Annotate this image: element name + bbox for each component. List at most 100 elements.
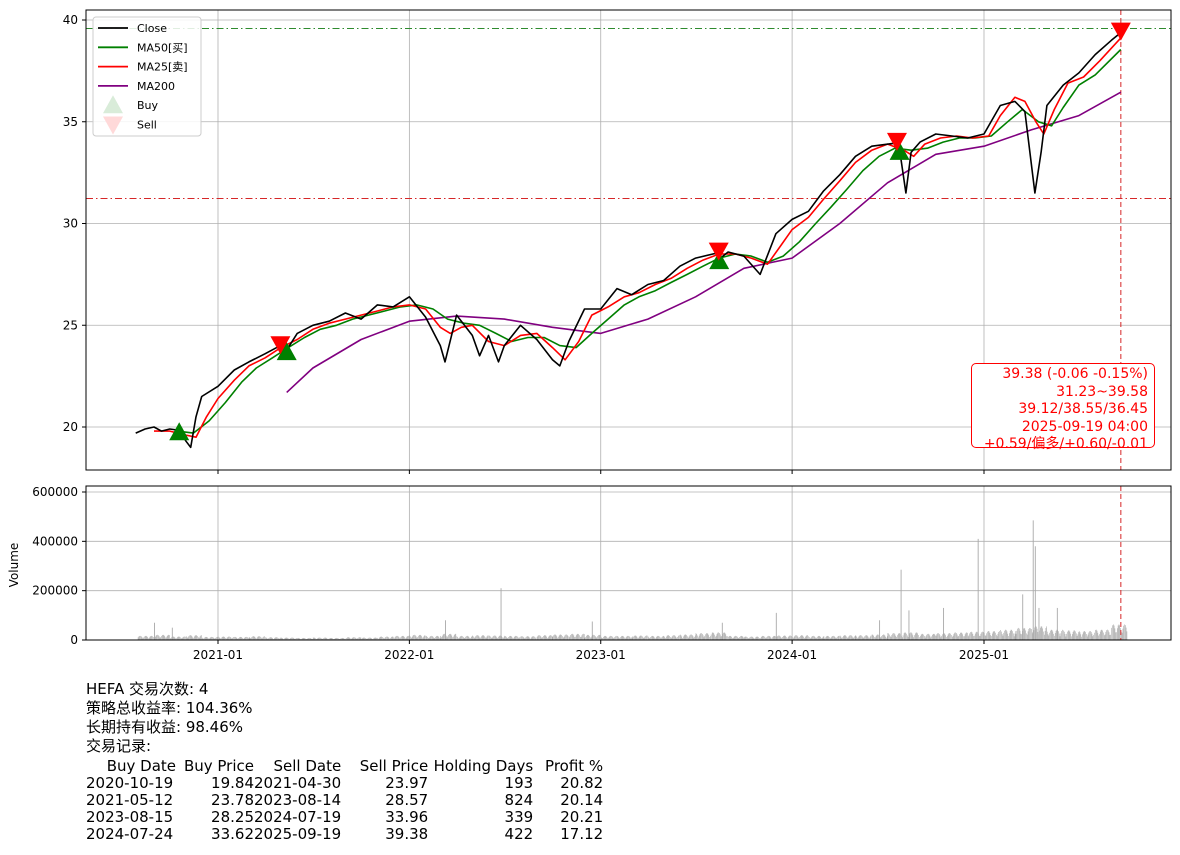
volume-bar bbox=[833, 636, 835, 640]
volume-bar bbox=[148, 637, 150, 640]
volume-bar bbox=[797, 636, 799, 640]
volume-bar bbox=[190, 635, 192, 640]
volume-bar bbox=[865, 635, 866, 640]
volume-bar bbox=[721, 635, 723, 640]
volume-bar bbox=[747, 637, 748, 640]
volume-bar bbox=[1052, 631, 1054, 640]
volume-bar bbox=[1015, 633, 1017, 640]
volume-bar bbox=[649, 638, 651, 640]
volume-bar bbox=[495, 636, 497, 640]
volume-bar bbox=[192, 637, 194, 640]
volume-bar bbox=[195, 635, 197, 640]
volume-bar bbox=[494, 635, 496, 640]
volume-bar bbox=[515, 635, 517, 640]
volume-bar bbox=[428, 637, 430, 640]
volume-bar bbox=[527, 636, 529, 640]
volume-bar bbox=[269, 637, 270, 640]
volume-bar bbox=[509, 636, 510, 640]
volume-bar bbox=[740, 636, 741, 640]
volume-bar bbox=[565, 634, 566, 640]
volume-bar bbox=[760, 637, 762, 640]
volume-bar bbox=[667, 635, 669, 640]
volume-bar bbox=[580, 636, 582, 640]
volume-bar bbox=[1081, 636, 1082, 640]
col-sell-price: Sell Price bbox=[359, 757, 429, 775]
volume-bar bbox=[813, 635, 814, 640]
volume-axis-label: Volume bbox=[7, 543, 21, 588]
x-tick-label: 2022-01 bbox=[384, 648, 434, 662]
volume-bar bbox=[935, 635, 936, 640]
volume-bar bbox=[583, 633, 584, 640]
volume-bar bbox=[615, 636, 616, 640]
volume-bar bbox=[956, 633, 957, 640]
volume-bar bbox=[744, 636, 746, 640]
volume-bar bbox=[333, 638, 335, 640]
cell-buy-price: 23.78 bbox=[211, 791, 254, 809]
volume-bar bbox=[967, 636, 969, 640]
volume-bar bbox=[432, 636, 433, 640]
volume-bar bbox=[519, 637, 521, 640]
volume-bar bbox=[598, 635, 599, 640]
volume-bar bbox=[551, 636, 553, 640]
volume-bar bbox=[397, 636, 399, 640]
volume-bar bbox=[968, 635, 970, 640]
volume-bar bbox=[974, 633, 976, 640]
volume-bar bbox=[1046, 626, 1047, 640]
volume-bar bbox=[987, 631, 988, 640]
volume-bar bbox=[789, 635, 791, 640]
volume-bar bbox=[752, 637, 754, 640]
volume-bar bbox=[573, 635, 575, 640]
volume-bar bbox=[1004, 630, 1005, 640]
volume-bar bbox=[393, 638, 395, 640]
volume-bar bbox=[768, 635, 770, 640]
volume-bar bbox=[147, 637, 148, 640]
volume-bar bbox=[893, 633, 894, 640]
volume-bar bbox=[346, 637, 347, 640]
volume-bar bbox=[1011, 629, 1013, 640]
volume-bar bbox=[576, 634, 578, 640]
volume-bar bbox=[1063, 631, 1065, 640]
volume-bar bbox=[632, 637, 634, 640]
volume-bar bbox=[705, 634, 706, 640]
volume-bar bbox=[375, 637, 377, 640]
volume-bar bbox=[627, 635, 628, 640]
volume-bar bbox=[577, 633, 579, 640]
volume-bar bbox=[974, 635, 975, 640]
trade-row: 2024-07-24 33.62 2025-09-19 39.38 422 17.12 bbox=[86, 826, 603, 843]
volume-bar bbox=[795, 635, 796, 640]
volume-bar bbox=[292, 637, 294, 640]
volume-bar bbox=[639, 635, 641, 640]
volume-bar bbox=[637, 637, 638, 640]
volume-bar bbox=[593, 634, 594, 640]
volume-bar bbox=[628, 636, 630, 640]
volume-bar bbox=[723, 632, 724, 640]
volume-bar bbox=[413, 634, 414, 640]
volume-bar bbox=[1094, 632, 1095, 640]
volume-bar bbox=[879, 636, 881, 640]
volume-bar bbox=[678, 635, 680, 640]
volume-bar bbox=[329, 638, 331, 640]
volume-bar bbox=[661, 637, 663, 640]
volume-bar bbox=[775, 612, 777, 640]
volume-bar bbox=[1039, 627, 1041, 640]
volume-bar bbox=[960, 632, 961, 640]
volume-bar bbox=[343, 638, 345, 640]
volume-bar bbox=[1017, 628, 1018, 640]
volume-bar bbox=[761, 636, 763, 640]
volume-bar bbox=[171, 627, 173, 640]
volume-bar bbox=[659, 636, 660, 640]
volume-bar bbox=[497, 638, 498, 640]
volume-bar bbox=[294, 638, 296, 640]
cell-sell-date: 2025-09-19 bbox=[254, 825, 342, 843]
volume-bar bbox=[421, 636, 422, 640]
volume-bar bbox=[1009, 633, 1010, 640]
volume-bar bbox=[1013, 636, 1015, 640]
volume-bar bbox=[962, 634, 964, 640]
volume-bar bbox=[299, 638, 301, 640]
volume-bar bbox=[913, 637, 914, 640]
volume-bar bbox=[1090, 631, 1091, 640]
volume-bar bbox=[586, 635, 587, 640]
volume-bar bbox=[319, 637, 320, 640]
volume-bar bbox=[500, 588, 502, 640]
volume-bar bbox=[804, 637, 806, 640]
